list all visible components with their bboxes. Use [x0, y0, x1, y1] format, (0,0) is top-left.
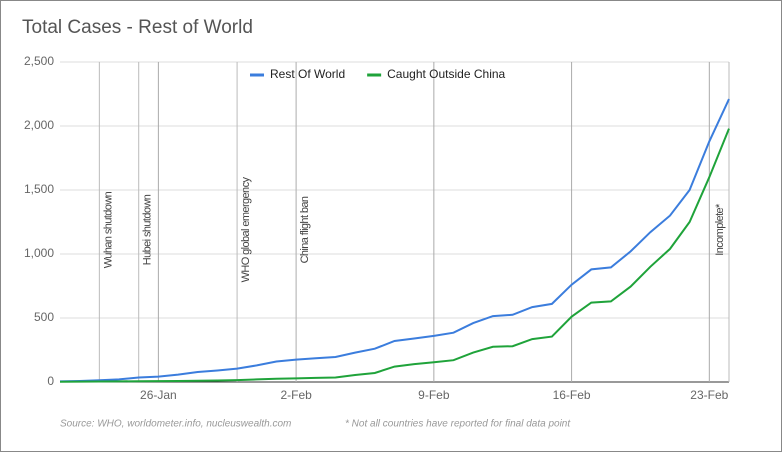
annotation: Incomplete*: [714, 203, 726, 256]
footnote: * Not all countries have reported for fi…: [345, 419, 571, 430]
y-tick-label: 1,000: [24, 246, 54, 260]
y-tick-label: 0: [47, 374, 54, 388]
y-tick-label: 2,500: [24, 54, 54, 68]
x-tick-label: 23-Feb: [690, 388, 728, 402]
y-tick-label: 500: [34, 310, 54, 324]
legend-label: Caught Outside China: [387, 67, 505, 81]
annotation: WHO global emergency: [240, 177, 252, 283]
legend-label: Rest Of World: [270, 67, 345, 81]
x-tick-label: 2-Feb: [280, 388, 312, 402]
chart-title: Total Cases - Rest of World: [22, 17, 253, 38]
annotation: Hubei shutdown: [142, 194, 154, 265]
x-tick-label: 26-Jan: [140, 388, 177, 402]
x-tick-label: 16-Feb: [553, 388, 591, 402]
annotation: China flight ban: [299, 196, 311, 263]
y-tick-label: 2,000: [24, 118, 54, 132]
footnote: Source: WHO, worldometer.info, nucleuswe…: [60, 419, 291, 430]
y-tick-label: 1,500: [24, 182, 54, 196]
series-line: [59, 98, 730, 383]
annotation: Wuhan shutdown: [102, 191, 114, 268]
x-tick-label: 9-Feb: [418, 388, 450, 402]
series-line: [59, 128, 730, 383]
